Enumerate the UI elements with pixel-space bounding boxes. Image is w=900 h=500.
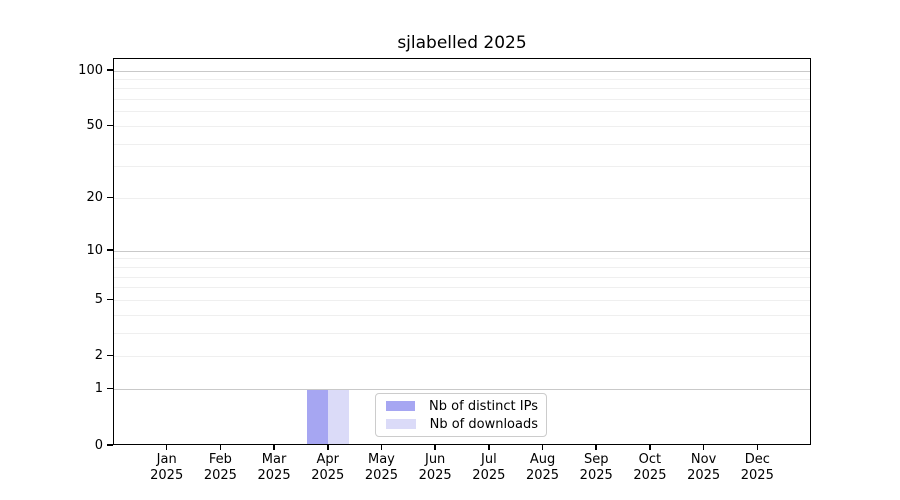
x-tick-label: Mar 2025 <box>257 452 291 483</box>
legend-item-downloads: Nb of downloads <box>386 417 538 432</box>
y-tick-label: 10 <box>86 242 103 258</box>
gridline-minor <box>114 287 810 289</box>
gridline-minor <box>114 88 810 90</box>
x-axis-tick <box>380 445 383 450</box>
legend-label-downloads: Nb of downloads <box>429 416 538 432</box>
plot-area <box>113 58 811 445</box>
gridline-minor <box>114 258 810 260</box>
gridline-minor <box>114 266 810 268</box>
x-tick-label: Sep 2025 <box>579 452 613 483</box>
y-tick-label: 2 <box>94 348 103 364</box>
legend-label-distinct-ips: Nb of distinct IPs <box>429 398 538 414</box>
x-tick-label: Oct 2025 <box>633 452 667 483</box>
gridline-major <box>114 250 810 252</box>
x-axis-tick <box>702 445 705 450</box>
gridline-minor <box>114 143 810 145</box>
gridline-minor <box>114 198 810 200</box>
x-tick-label: Feb 2025 <box>203 452 237 483</box>
x-tick-label: Jul 2025 <box>472 452 506 483</box>
y-tick-label: 20 <box>86 190 103 206</box>
y-axis-tick <box>107 444 113 446</box>
x-tick-label: Apr 2025 <box>311 452 345 483</box>
gridline-minor <box>114 332 810 334</box>
gridline-minor <box>114 111 810 113</box>
y-tick-label: 50 <box>86 118 103 134</box>
x-axis-tick <box>595 445 597 450</box>
bar-downloads <box>327 389 349 445</box>
x-axis-tick <box>434 445 436 450</box>
x-tick-label: Nov 2025 <box>687 452 721 483</box>
y-axis-tick <box>107 387 113 390</box>
y-tick-label: 100 <box>78 62 103 78</box>
y-axis-tick <box>107 196 113 199</box>
gridline-minor <box>114 356 810 358</box>
gridline-minor <box>114 99 810 101</box>
legend-item-distinct-ips: Nb of distinct IPs <box>386 399 538 414</box>
gridline-major <box>114 389 810 391</box>
x-axis-tick <box>649 445 651 450</box>
y-axis-tick <box>107 69 113 71</box>
x-axis-tick <box>273 445 275 450</box>
bar-distinct-ips <box>306 389 328 445</box>
legend: Nb of distinct IPs Nb of downloads <box>375 393 547 437</box>
legend-swatch-downloads <box>386 419 416 429</box>
x-axis-tick <box>219 445 222 450</box>
x-axis-tick <box>541 445 544 450</box>
y-axis-tick <box>107 298 113 301</box>
y-axis-tick <box>107 124 113 127</box>
gridline-minor <box>114 276 810 278</box>
y-axis-tick <box>107 249 113 251</box>
x-tick-label: Jun 2025 <box>418 452 452 483</box>
x-axis-tick <box>327 445 329 450</box>
x-tick-label: Aug 2025 <box>525 452 560 483</box>
chart-title: sjlabelled 2025 <box>397 33 527 53</box>
gridline-minor <box>114 78 810 80</box>
x-tick-label: May 2025 <box>364 452 398 483</box>
x-axis-tick <box>488 445 490 450</box>
gridline-minor <box>114 166 810 168</box>
gridline-minor <box>114 299 810 301</box>
x-axis-tick <box>756 445 759 450</box>
x-axis-tick <box>165 445 168 450</box>
y-axis-tick <box>107 354 113 357</box>
gridline-major <box>114 70 810 72</box>
y-tick-label: 1 <box>94 381 103 397</box>
gridline-minor <box>114 126 810 128</box>
y-tick-label: 5 <box>94 291 103 307</box>
x-tick-label: Jan 2025 <box>150 452 184 483</box>
y-tick-label: 0 <box>94 437 103 453</box>
gridline-minor <box>114 314 810 316</box>
legend-swatch-distinct-ips <box>386 401 416 411</box>
x-tick-label: Dec 2025 <box>740 452 774 483</box>
